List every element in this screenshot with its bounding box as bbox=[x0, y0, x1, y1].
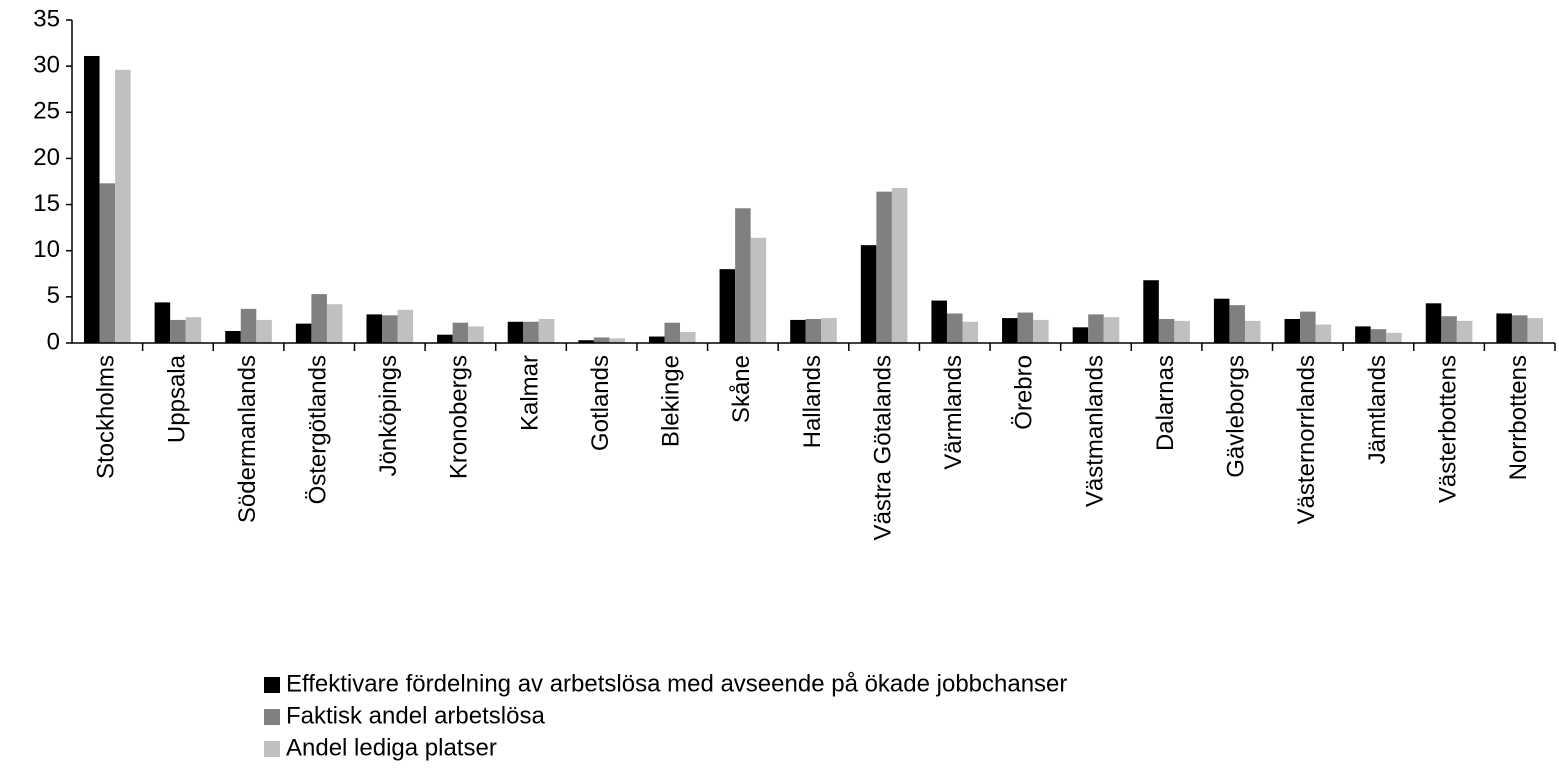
bar bbox=[84, 55, 100, 344]
bar bbox=[1017, 312, 1034, 343]
y-tick-label: 30 bbox=[33, 51, 60, 78]
bar bbox=[1425, 303, 1442, 343]
y-tick-label: 15 bbox=[33, 190, 60, 217]
bar bbox=[1300, 311, 1316, 343]
y-tick-label: 5 bbox=[47, 282, 60, 309]
bar bbox=[1103, 317, 1120, 343]
x-tick-label: Västernorrlands bbox=[1293, 355, 1320, 524]
x-tick-label: Östergötlands bbox=[305, 355, 332, 504]
bar bbox=[1511, 315, 1528, 343]
bar bbox=[648, 336, 665, 343]
bar bbox=[452, 322, 469, 343]
bar bbox=[735, 208, 751, 343]
bar bbox=[507, 321, 524, 343]
bar bbox=[538, 319, 555, 343]
x-tick-label: Värmlands bbox=[940, 355, 967, 470]
x-tick-label: Hallands bbox=[799, 355, 826, 448]
y-tick-label: 20 bbox=[33, 144, 60, 171]
bar bbox=[578, 340, 594, 343]
bar bbox=[876, 191, 892, 343]
bar bbox=[1355, 326, 1371, 343]
bar bbox=[326, 304, 343, 343]
bar bbox=[170, 319, 186, 343]
y-tick-label: 35 bbox=[33, 5, 60, 32]
bar bbox=[382, 315, 398, 343]
legend-label: Effektivare fördelning av arbetslösa med… bbox=[286, 670, 1067, 697]
bar bbox=[1456, 320, 1473, 343]
x-tick-label: Jönköpings bbox=[375, 355, 402, 476]
bar bbox=[1441, 316, 1457, 343]
bar bbox=[1496, 313, 1512, 343]
bar bbox=[1244, 320, 1261, 343]
x-tick-label: Norrbottens bbox=[1505, 355, 1532, 480]
x-tick-label: Kalmar bbox=[516, 355, 543, 431]
x-tick-label: Dalarnas bbox=[1152, 355, 1179, 451]
bar bbox=[1386, 332, 1402, 343]
bar bbox=[468, 326, 484, 343]
legend-label: Faktisk andel arbetslösa bbox=[286, 702, 545, 729]
bar bbox=[891, 187, 908, 343]
bar bbox=[225, 331, 241, 343]
bar bbox=[805, 319, 822, 343]
bar bbox=[821, 318, 837, 343]
bar bbox=[790, 319, 806, 343]
x-tick-label: Uppsala bbox=[163, 354, 190, 443]
bar bbox=[1143, 280, 1159, 343]
bar bbox=[366, 314, 383, 343]
bar bbox=[1033, 319, 1049, 343]
bar bbox=[962, 321, 979, 343]
bar bbox=[1315, 324, 1332, 343]
bar bbox=[185, 317, 202, 343]
bar bbox=[931, 300, 947, 343]
bar bbox=[437, 334, 453, 343]
bar bbox=[240, 308, 257, 343]
bar bbox=[295, 323, 312, 343]
bar bbox=[1284, 319, 1301, 343]
bar bbox=[1072, 327, 1089, 343]
bar bbox=[256, 319, 272, 343]
x-tick-label: Västerbottens bbox=[1434, 355, 1461, 503]
x-tick-label: Gotlands bbox=[587, 355, 614, 451]
x-tick-label: Skåne bbox=[728, 355, 755, 423]
bar bbox=[1213, 298, 1230, 343]
bar bbox=[1527, 318, 1543, 343]
bar bbox=[397, 309, 414, 343]
bar bbox=[99, 183, 116, 343]
bar bbox=[946, 313, 963, 343]
bar bbox=[593, 337, 610, 343]
bar bbox=[750, 237, 767, 343]
bar bbox=[1174, 320, 1190, 343]
x-tick-label: Blekinge bbox=[658, 355, 685, 447]
y-tick-label: 10 bbox=[33, 236, 60, 263]
x-tick-label: Västmanlands bbox=[1081, 355, 1108, 507]
legend-swatch bbox=[264, 709, 280, 725]
bar bbox=[719, 269, 736, 343]
y-tick-label: 25 bbox=[33, 98, 60, 125]
bar bbox=[680, 331, 696, 343]
legend-swatch bbox=[264, 741, 280, 757]
bar bbox=[609, 338, 625, 343]
x-tick-label: Gävleborgs bbox=[1223, 355, 1250, 478]
x-tick-label: Stockholms bbox=[93, 355, 120, 479]
bar bbox=[860, 245, 877, 343]
bar bbox=[1370, 329, 1387, 343]
bar bbox=[1088, 314, 1104, 343]
x-tick-label: Södermanlands bbox=[234, 355, 261, 523]
x-tick-label: Jämtlands bbox=[1364, 355, 1391, 464]
x-tick-label: Kronobergs bbox=[446, 355, 473, 479]
bar bbox=[1158, 319, 1175, 343]
bar bbox=[1002, 318, 1018, 343]
x-tick-label: Västra Götalands bbox=[869, 355, 896, 540]
x-tick-label: Örebro bbox=[1011, 355, 1038, 430]
y-tick-label: 0 bbox=[47, 328, 60, 355]
legend-label: Andel lediga platser bbox=[286, 734, 497, 761]
bar bbox=[154, 302, 171, 343]
bar bbox=[311, 294, 327, 343]
bar bbox=[1229, 305, 1245, 343]
bar bbox=[664, 322, 681, 343]
legend-swatch bbox=[264, 677, 280, 693]
bar bbox=[115, 69, 131, 343]
bar bbox=[523, 321, 539, 343]
